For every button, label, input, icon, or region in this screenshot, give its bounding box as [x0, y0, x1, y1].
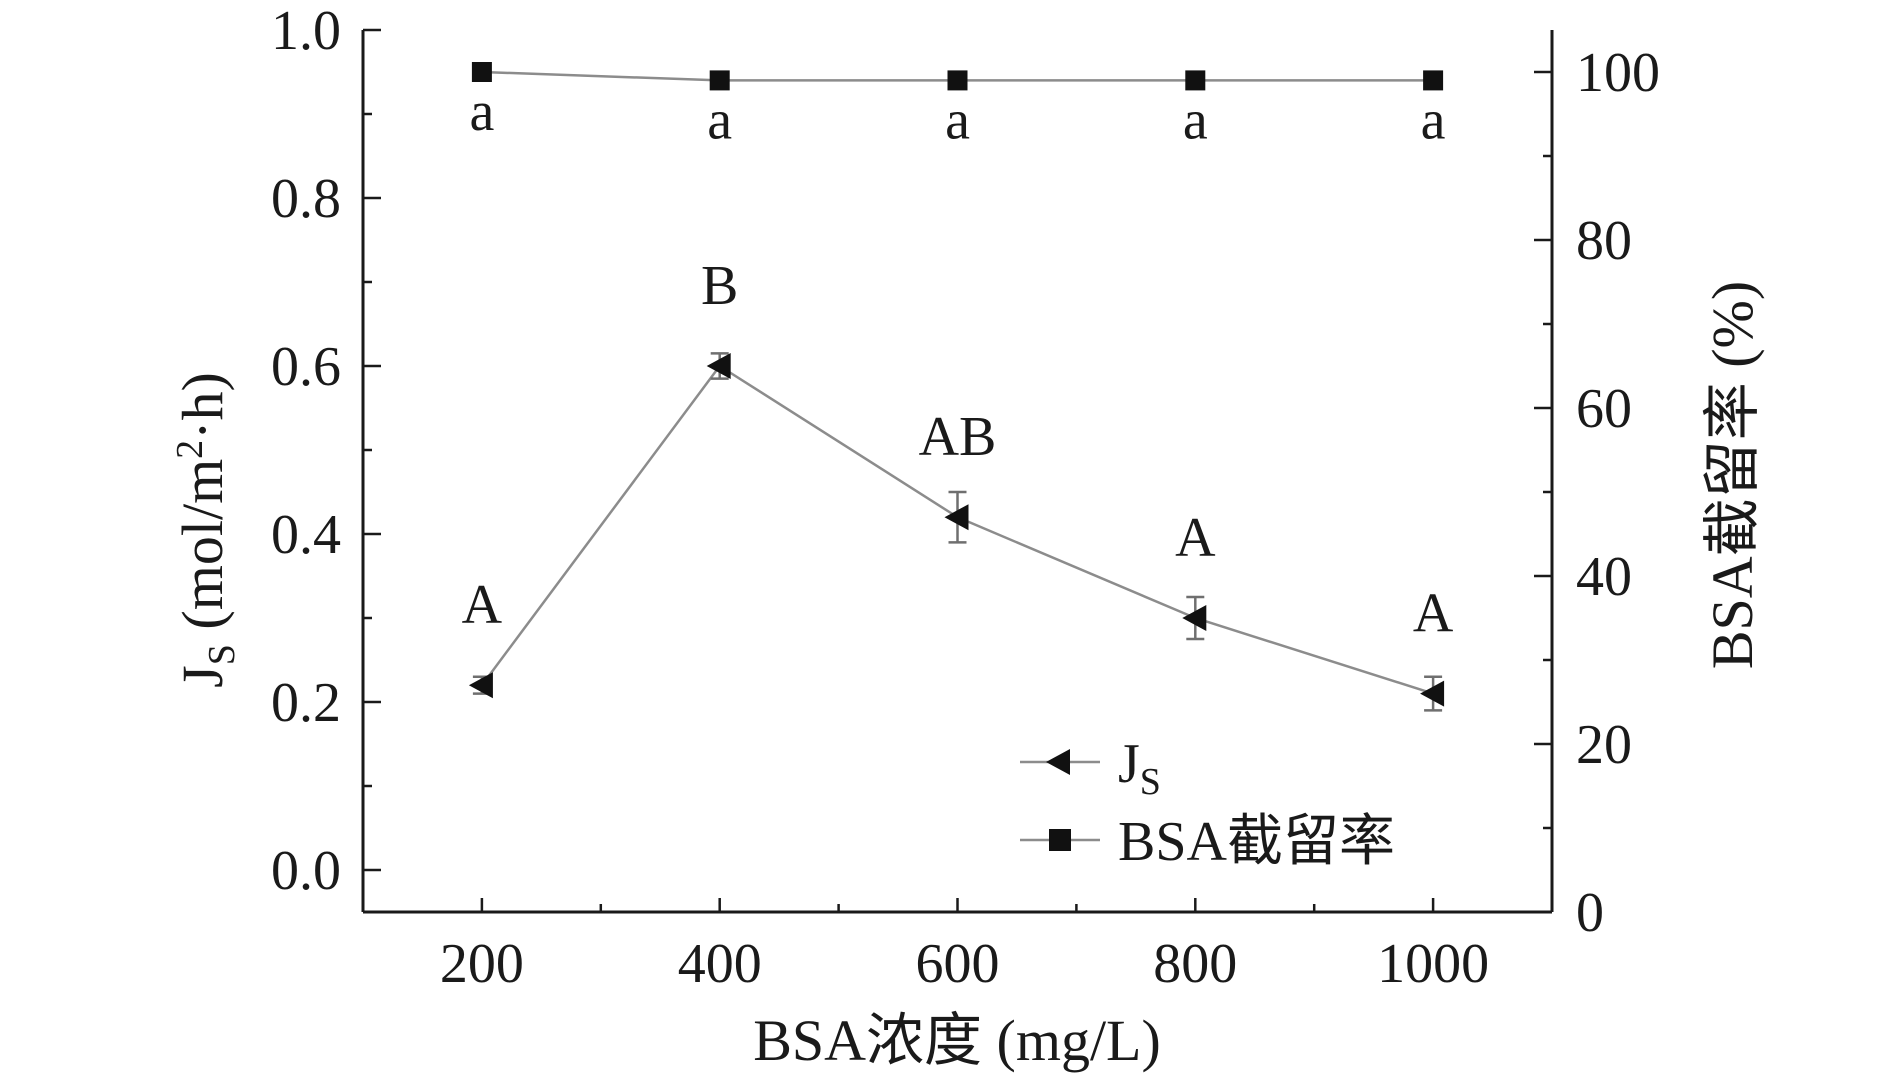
y-right-ticks: 0 20 40 60 80 100	[1534, 42, 1660, 944]
series-bsa-point	[709, 70, 730, 91]
y-right-tick-label: 80	[1576, 210, 1632, 272]
series-bsa-sig-label: a	[707, 89, 732, 151]
x-ticks: 200 400 600 800 1000	[440, 898, 1489, 995]
y-left-tick-label: 0.8	[271, 168, 341, 230]
series-js-point	[1182, 605, 1207, 631]
series-js-point	[468, 672, 493, 699]
y-left-title-sub: S	[201, 644, 243, 665]
legend: JS BSA截留率	[1020, 733, 1395, 873]
series-js-sig-label: AB	[919, 406, 997, 468]
legend-bsa-label: BSA截留率	[1118, 811, 1395, 873]
legend-bsa-marker	[1049, 829, 1071, 851]
y-left-tick-label: 0.2	[271, 672, 341, 734]
y-left-title-main: J	[170, 665, 235, 688]
series-bsa-sig-label: a	[469, 81, 494, 143]
y-right-tick-label: 60	[1576, 378, 1632, 440]
series-bsa-point	[1423, 70, 1444, 91]
legend-js-marker	[1046, 749, 1070, 775]
x-axis-title: BSA浓度 (mg/L)	[753, 1008, 1161, 1073]
y-left-title-unit: (mol/m	[170, 459, 235, 630]
legend-js-sub: S	[1140, 761, 1161, 803]
y-left-axis-title: JS (mol/m2·h)	[169, 372, 243, 688]
x-tick-label: 800	[1153, 933, 1237, 995]
y-left-title-gap	[170, 630, 235, 645]
y-left-tick-label: 0.0	[271, 840, 341, 902]
series-js-point	[1420, 680, 1445, 707]
legend-js-main: J	[1118, 733, 1140, 795]
y-left-tick-label: 1.0	[271, 0, 341, 62]
series-bsa-point	[471, 62, 492, 82]
series-js-point	[944, 504, 969, 531]
series-js-sig-label: A	[462, 574, 503, 636]
y-left-tick-label: 0.6	[271, 336, 341, 398]
series-js-sig-label: B	[701, 255, 738, 317]
series-js-sig-label: A	[1413, 583, 1454, 645]
legend-js-label: JS	[1118, 733, 1161, 803]
series-bsa-point	[1185, 70, 1206, 91]
x-tick-label: 400	[678, 933, 762, 995]
series-bsa-sig-label: a	[1183, 89, 1208, 151]
y-left-title-sup: 2	[169, 440, 211, 459]
x-tick-label: 600	[916, 933, 1000, 995]
y-left-ticks: 0.0 0.2 0.4 0.6 0.8 1.0	[271, 0, 381, 902]
y-right-tick-label: 100	[1576, 42, 1660, 104]
series-js-point	[706, 353, 731, 379]
series-bsa-sig-label: a	[1421, 89, 1446, 151]
y-left-title-unit-end: ·h)	[170, 372, 235, 440]
x-tick-label: 200	[440, 933, 524, 995]
x-tick-label: 1000	[1377, 933, 1489, 995]
y-right-tick-label: 40	[1576, 546, 1632, 608]
y-right-tick-label: 20	[1576, 714, 1632, 776]
y-right-axis-title: BSA截留率 (%)	[1700, 281, 1765, 669]
y-right-tick-label: 0	[1576, 882, 1604, 944]
series-js-sig-label: A	[1175, 507, 1216, 569]
y-left-tick-label: 0.4	[271, 504, 341, 566]
series-bsa-point	[947, 70, 968, 91]
series-bsa-sig-label: a	[945, 89, 970, 151]
